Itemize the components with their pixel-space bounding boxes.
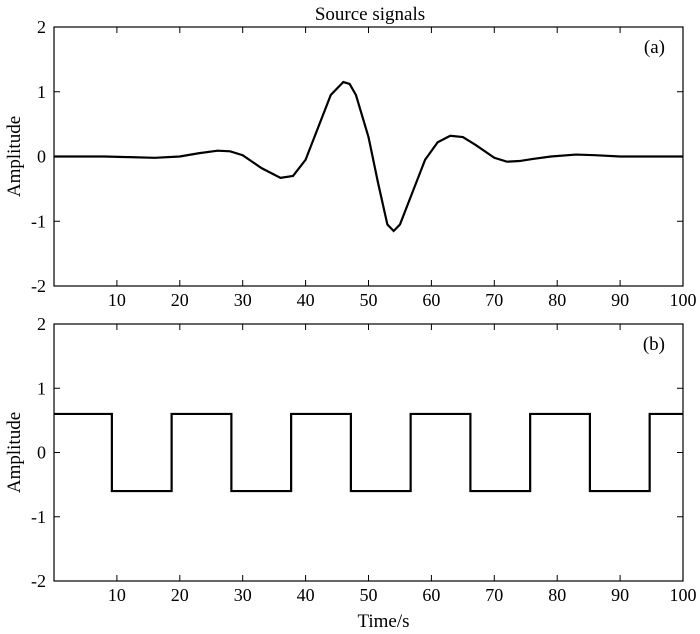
panel-b-xtick-label: 90 — [611, 585, 629, 605]
panel-a-ytick-label: 1 — [37, 82, 46, 102]
panel-b-xtick-label: 70 — [485, 585, 503, 605]
panel-a: 10 20 30 40 50 60 70 80 90 100 -2 -1 0 1 2 Amplitude (a) — [4, 17, 697, 310]
panel-b-xtick-label: 80 — [548, 585, 566, 605]
panel-b-label: (b) — [643, 334, 665, 355]
panel-b-xtick-label: 40 — [297, 585, 315, 605]
panel-b-ytick-label: -2 — [31, 571, 46, 591]
figure-title: Source signals — [315, 4, 425, 25]
panel-a-ytick-label: -2 — [31, 276, 46, 296]
panel-b-ytick-label: 2 — [37, 314, 46, 334]
panel-b-frame — [53, 323, 684, 582]
panel-b-xtick-label: 10 — [108, 585, 126, 605]
panel-b-xtick-label: 60 — [422, 585, 440, 605]
panel-a-y-axis-title: Amplitude — [4, 116, 25, 197]
panel-a-label: (a) — [644, 37, 665, 58]
panel-a-xtick-label: 90 — [611, 290, 629, 310]
panel-b-xtick-label: 20 — [171, 585, 189, 605]
panel-a-xtick-label: 80 — [548, 290, 566, 310]
panel-a-xtick-label: 10 — [108, 290, 126, 310]
panel-b-xtick-label: 30 — [234, 585, 252, 605]
panel-a-ytick-label: 2 — [37, 17, 46, 37]
panel-a-xtick-label: 40 — [297, 290, 315, 310]
panel-b-ytick-label: 1 — [37, 378, 46, 398]
panel-b: 10 20 30 40 50 60 70 80 90 100 -2 -1 0 1 2 Amplitude Tim… — [4, 314, 697, 632]
panel-b-x-axis-title: Time/s — [357, 611, 409, 632]
panel-a-xtick-label: 30 — [234, 290, 252, 310]
panel-b-xtick-label: 50 — [360, 585, 378, 605]
panel-a-xtick-label: 50 — [360, 290, 378, 310]
panel-a-xtick-label: 100 — [670, 290, 697, 310]
panel-a-series-line-0 — [54, 80, 683, 233]
panel-a-frame — [53, 26, 684, 287]
panel-b-ytick-label: 0 — [37, 443, 46, 463]
panel-a-xtick-label: 70 — [485, 290, 503, 310]
panel-a-xtick-label: 20 — [171, 290, 189, 310]
panel-b-y-axis-title: Amplitude — [4, 412, 25, 493]
panel-b-ytick-label: -1 — [31, 507, 46, 527]
panel-b-series-line-0 — [54, 412, 683, 493]
panel-a-ytick-label: 0 — [37, 147, 46, 167]
panel-a-ytick-label: -1 — [31, 211, 46, 231]
panel-b-xtick-label: 100 — [670, 585, 697, 605]
panel-a-xtick-label: 60 — [422, 290, 440, 310]
